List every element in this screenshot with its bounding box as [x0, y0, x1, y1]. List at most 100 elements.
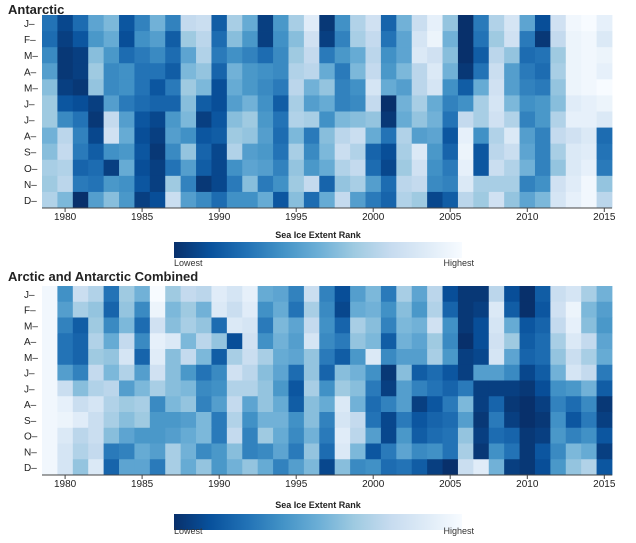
heatmap-cell — [457, 175, 474, 193]
heatmap-cell — [242, 333, 259, 350]
heatmap-cell — [581, 443, 597, 460]
heatmap-cell — [350, 333, 366, 350]
heatmap-cell — [519, 427, 536, 444]
heatmap-cell — [226, 301, 243, 318]
heatmap-cell — [288, 427, 305, 444]
heatmap-cell — [581, 15, 597, 32]
heatmap-cell — [273, 63, 289, 80]
heatmap-cell — [180, 412, 197, 429]
heatmap-cell — [488, 459, 505, 476]
heatmap-cell — [180, 380, 197, 397]
heatmap-cell — [565, 317, 582, 334]
heatmap-cell — [596, 333, 613, 350]
heatmap-cell — [504, 443, 520, 460]
row-label: D– — [24, 463, 37, 474]
heatmap-cell — [380, 427, 397, 444]
heatmap-cell — [550, 15, 567, 32]
heatmap-cell — [473, 364, 490, 381]
heatmap-cell — [273, 301, 289, 318]
heatmap-cell — [288, 159, 305, 177]
heatmap-cell — [550, 349, 567, 366]
heatmap-cell — [457, 47, 474, 64]
heatmap-cell — [42, 79, 58, 96]
heatmap-cell — [442, 95, 459, 112]
heatmap-cell — [72, 31, 89, 48]
heatmap-cell — [565, 443, 582, 460]
heatmap-cell — [42, 111, 58, 128]
heatmap-cell — [427, 333, 443, 350]
heatmap-cell — [334, 380, 351, 397]
heatmap-cell — [519, 79, 536, 96]
heatmap-cell — [42, 333, 58, 350]
heatmap-cell — [226, 349, 243, 366]
heatmap-cell — [380, 143, 397, 161]
heatmap-cell — [180, 79, 197, 96]
row-label: A– — [24, 67, 37, 78]
heatmap-cell — [442, 15, 459, 32]
heatmap-cell — [226, 63, 243, 80]
heatmap-cell — [242, 317, 259, 334]
heatmap-cell — [519, 459, 536, 476]
heatmap-cell — [457, 159, 474, 177]
heatmap-cell — [550, 380, 567, 397]
heatmap-cell — [504, 111, 520, 128]
row-label: J– — [24, 100, 35, 111]
heatmap-cell — [473, 443, 490, 460]
heatmap-cell — [180, 427, 197, 444]
heatmap-cell — [119, 286, 135, 303]
heatmap-cell — [581, 111, 597, 128]
heatmap-cell — [581, 333, 597, 350]
heatmap-cell — [180, 349, 197, 366]
heatmap-cell — [319, 79, 336, 96]
heatmap-cell — [149, 301, 166, 318]
heatmap-cell — [550, 427, 567, 444]
heatmap-cell — [288, 127, 305, 145]
heatmap-cell — [134, 175, 151, 193]
chart-title: Antarctic — [8, 2, 64, 17]
heatmap-cell — [119, 143, 135, 161]
heatmap-cell — [88, 175, 105, 193]
heatmap-cell — [473, 396, 490, 413]
heatmap-cell — [211, 127, 228, 145]
heatmap-cell — [165, 143, 182, 161]
x-tick-label: 1980 — [54, 479, 77, 490]
heatmap-cell — [334, 364, 351, 381]
heatmap-cell — [442, 191, 459, 209]
heatmap-cell — [257, 127, 274, 145]
heatmap-cell — [273, 396, 289, 413]
heatmap-cell — [411, 47, 428, 64]
heatmap-cell — [504, 333, 520, 350]
heatmap-cell — [149, 63, 166, 80]
heatmap-cell — [350, 143, 366, 161]
heatmap-cell — [319, 364, 336, 381]
heatmap-cell — [411, 349, 428, 366]
heatmap-cell — [72, 79, 89, 96]
heatmap-cell — [519, 111, 536, 128]
heatmap-cell — [427, 317, 443, 334]
heatmap-panel-1: Antarctic J– F– M– A– M– J– J– A– S– O– N– D– 1980 198… — [8, 2, 616, 268]
heatmap-cell — [42, 31, 58, 48]
heatmap-cell — [165, 412, 182, 429]
heatmap-cell — [119, 443, 135, 460]
heatmap-cell — [396, 286, 413, 303]
heatmap-cell — [288, 349, 305, 366]
heatmap-cell — [488, 159, 505, 177]
heatmap-cell — [504, 63, 520, 80]
heatmap-cell — [134, 412, 151, 429]
heatmap-cell — [134, 95, 151, 112]
heatmap-cell — [226, 143, 243, 161]
heatmap-cell — [427, 396, 443, 413]
heatmap-cell — [273, 317, 289, 334]
heatmap-cell — [57, 380, 74, 397]
heatmap-cell — [565, 364, 582, 381]
heatmap-cell — [534, 333, 551, 350]
heatmap-cell — [211, 427, 228, 444]
heatmap-cell — [273, 111, 289, 128]
heatmap-cell — [350, 111, 366, 128]
heatmap-cell — [72, 317, 89, 334]
heatmap-cell — [565, 380, 582, 397]
heatmap-cell — [534, 286, 551, 303]
heatmap-cell — [442, 459, 459, 476]
heatmap-cell — [534, 175, 551, 193]
